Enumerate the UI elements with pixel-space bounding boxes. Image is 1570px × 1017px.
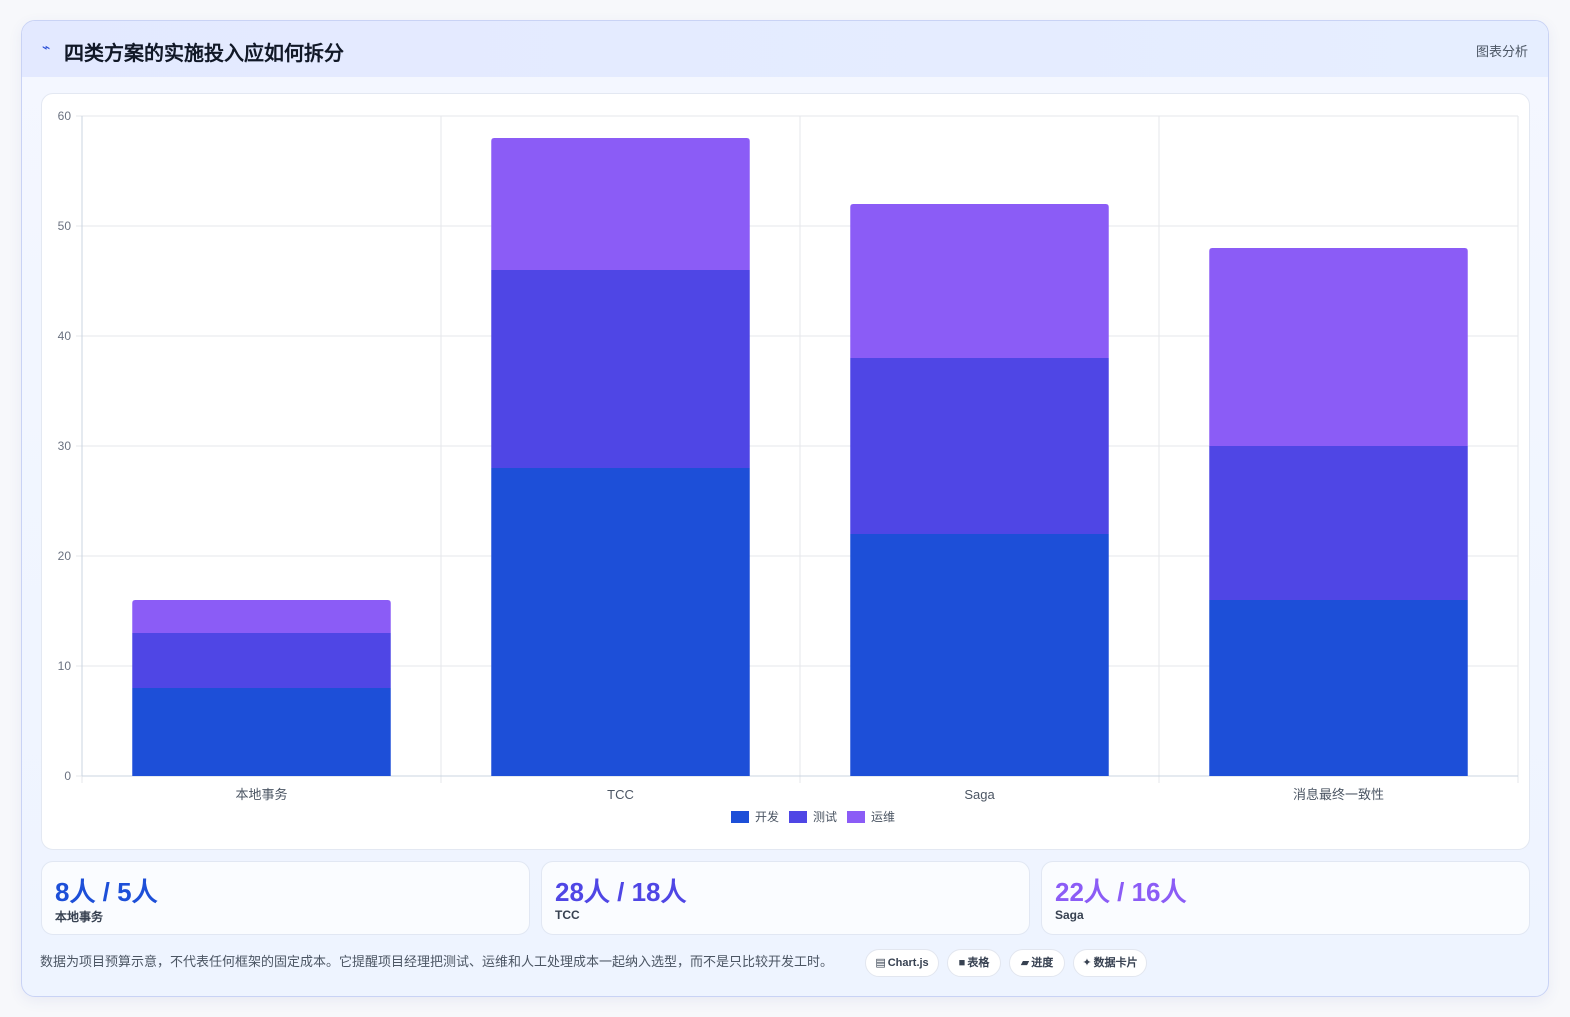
stat-label: 本地事务 (55, 910, 104, 924)
y-tick-label: 10 (58, 659, 72, 673)
stat-label: Saga (1055, 908, 1084, 922)
chart-icon: ▤ (875, 957, 886, 969)
stat-value: 8人 / 5人 (55, 877, 158, 907)
legend-swatch (847, 811, 865, 823)
bar-segment (491, 138, 750, 270)
pill-chartjs[interactable]: ▤ Chart.js (865, 949, 939, 977)
stat-label: TCC (555, 908, 580, 922)
bar-segment (850, 358, 1109, 534)
bar-segment (850, 204, 1109, 358)
progress-icon: ▰ (1020, 957, 1030, 969)
stat-card-tcc: 28人 / 18人 TCC (541, 861, 1030, 935)
legend-label: 开发 (755, 809, 779, 824)
legend-swatch (789, 811, 807, 823)
bar-segment (1209, 600, 1468, 776)
chart-title: 四类方案的实施投入应如何拆分 (64, 43, 344, 65)
legend-swatch (731, 811, 749, 823)
bar-segment (132, 633, 391, 688)
y-tick-label: 40 (58, 329, 72, 343)
chart-analysis-tag: 图表分析 (1475, 44, 1528, 59)
pill-table[interactable]: ■ 表格 (947, 949, 1001, 977)
bar-segment (491, 270, 750, 468)
bar-segment (1209, 446, 1468, 600)
x-tick-label: 消息最终一致性 (1293, 787, 1384, 802)
pill-progress[interactable]: ▰ 进度 (1009, 949, 1065, 977)
stat-card-local: 8人 / 5人 本地事务 (41, 861, 530, 935)
y-tick-label: 0 (64, 769, 71, 783)
pill-label: 数据卡片 (1093, 957, 1138, 969)
chart-panel: 0 10 20 30 40 50 60 本地事务 TCC Saga 消息最终一致性开发 测试 运维 (41, 93, 1530, 850)
bar-segment (1209, 248, 1468, 446)
sparkle-icon: ✦ (1082, 957, 1092, 969)
bar-segment (132, 688, 391, 776)
y-tick-label: 20 (58, 549, 72, 563)
x-tick-label: Saga (964, 787, 995, 802)
trend-icon: ⌁ (42, 39, 51, 55)
pill-label: 表格 (967, 957, 990, 969)
y-tick-label: 50 (58, 219, 72, 233)
bar-segment (491, 468, 750, 776)
y-tick-label: 60 (58, 109, 72, 123)
footnote: 数据为项目预算示意，不代表任何框架的固定成本。它提醒项目经理把测试、运维和人工处… (40, 954, 834, 969)
stat-value: 22人 / 16人 (1055, 877, 1187, 907)
y-tick-label: 30 (58, 439, 72, 453)
stat-value: 28人 / 18人 (555, 877, 687, 907)
x-tick-label: TCC (607, 787, 634, 802)
legend-label: 运维 (871, 810, 895, 824)
legend-label: 测试 (813, 809, 837, 824)
pill-label: Chart.js (887, 957, 929, 969)
bar-segment (850, 534, 1109, 776)
pill-data-card[interactable]: ✦ 数据卡片 (1073, 949, 1147, 977)
pill-label: 进度 (1031, 957, 1054, 969)
bar-segment (132, 600, 391, 633)
x-tick-label: 本地事务 (235, 787, 287, 802)
stat-card-saga: 22人 / 16人 Saga (1041, 861, 1530, 935)
card-header: ⌁ 四类方案的实施投入应如何拆分 图表分析 (22, 21, 1548, 77)
chart-card: ⌁ 四类方案的实施投入应如何拆分 图表分析 0 10 20 30 40 50 60 本地事务 T… (21, 20, 1549, 997)
table-icon: ■ (958, 957, 966, 969)
